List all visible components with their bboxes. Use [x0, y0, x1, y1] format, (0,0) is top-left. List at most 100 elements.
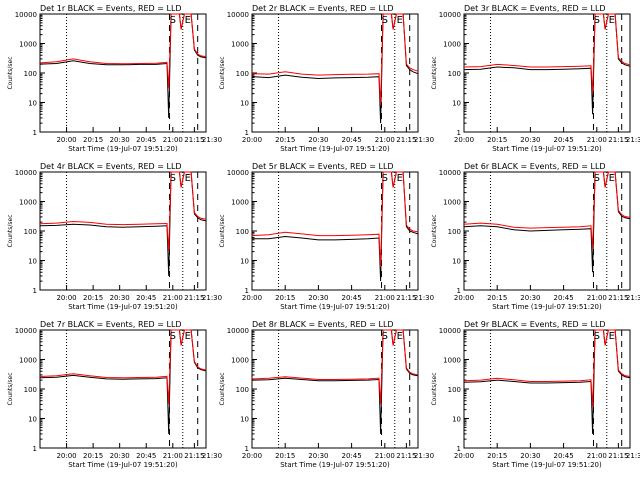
y-tick-label: 1	[457, 129, 461, 137]
annotation-e: E	[397, 15, 403, 26]
y-tick-label: 1000	[443, 357, 461, 365]
x-tick-label: 20:00	[242, 136, 262, 144]
x-tick-label: 21:00	[587, 136, 607, 144]
chart-panel-7: Det 7r BLACK = Events, RED = LLD 1 10 100 10…	[7, 320, 222, 469]
chart-panel-5: Det 5r BLACK = Events, RED = LLD 1 10 100 10…	[219, 162, 434, 311]
x-tick-label: 20:30	[520, 452, 540, 460]
y-tick-label: 10000	[439, 169, 461, 177]
series-line-events	[251, 13, 419, 124]
y-tick-label: 1000	[19, 41, 37, 49]
chart-panel-8: Det 8r BLACK = Events, RED = LLD 1 10 100 10…	[219, 320, 434, 469]
annotation-s: S	[382, 331, 388, 342]
x-tick-label: 20:45	[136, 452, 156, 460]
series-line-events	[39, 329, 207, 434]
y-tick-label: 1000	[19, 357, 37, 365]
plot-frame	[251, 329, 419, 449]
y-tick-label: 100	[236, 386, 249, 394]
y-tick-label: 100	[24, 386, 37, 394]
x-tick-label: 20:00	[454, 294, 474, 302]
annotation-s: S	[594, 173, 600, 184]
x-tick-label: 20:15	[275, 136, 295, 144]
y-tick-label: 100	[448, 228, 461, 236]
chart-title: Det 3r BLACK = Events, RED = LLD	[464, 4, 606, 13]
y-tick-label: 1	[33, 445, 37, 453]
x-tick-label: 21:00	[587, 452, 607, 460]
y-axis-label: Counts/sec	[219, 372, 226, 405]
x-axis-label: Start Time (19-Jul-07 19:51:20)	[492, 145, 602, 153]
chart-panel-6: Det 6r BLACK = Events, RED = LLD 1 10 100 10…	[431, 162, 640, 311]
y-axis-label: Counts/sec	[7, 56, 14, 89]
x-tick-label: 20:15	[83, 294, 103, 302]
annotation-s: S	[382, 173, 388, 184]
x-axis-label: Start Time (19-Jul-07 19:51:20)	[492, 303, 602, 311]
y-tick-label: 1	[457, 445, 461, 453]
x-tick-label: 21:30	[626, 294, 640, 302]
x-tick-label: 20:45	[136, 136, 156, 144]
x-tick-label: 21:00	[375, 452, 395, 460]
plot-frame	[251, 171, 419, 291]
y-tick-label: 1	[457, 287, 461, 295]
x-tick-label: 20:00	[242, 294, 262, 302]
annotation-s: S	[382, 15, 388, 26]
series-line-lld	[251, 171, 419, 268]
y-tick-label: 10000	[227, 169, 249, 177]
y-tick-label: 10	[452, 100, 461, 108]
annotation-e: E	[397, 331, 403, 342]
x-tick-label: 20:15	[83, 136, 103, 144]
x-tick-label: 21:30	[202, 452, 222, 460]
x-tick-label: 21:00	[163, 294, 183, 302]
series-line-lld	[39, 13, 207, 89]
x-tick-label: 21:30	[414, 452, 434, 460]
chart-panel-1: Det 1r BLACK = Events, RED = LLD 1 10 100 10…	[7, 4, 222, 153]
chart-title: Det 6r BLACK = Events, RED = LLD	[464, 162, 606, 171]
x-tick-label: 20:30	[520, 294, 540, 302]
y-tick-label: 1	[245, 129, 249, 137]
y-tick-label: 10000	[227, 11, 249, 19]
x-tick-label: 20:00	[56, 294, 76, 302]
x-tick-label: 20:30	[110, 136, 130, 144]
x-tick-label: 21:15	[608, 452, 628, 460]
y-axis-label: Counts/sec	[431, 56, 438, 89]
y-tick-label: 100	[448, 70, 461, 78]
x-tick-label: 21:00	[587, 294, 607, 302]
annotation-e: E	[609, 15, 615, 26]
y-axis-label: Counts/sec	[219, 214, 226, 247]
y-axis-label: Counts/sec	[431, 214, 438, 247]
x-tick-label: 20:45	[554, 452, 574, 460]
annotation-e: E	[185, 173, 191, 184]
y-tick-label: 10	[452, 258, 461, 266]
x-tick-label: 20:30	[308, 452, 328, 460]
plot-frame	[463, 171, 631, 291]
y-tick-label: 1	[245, 445, 249, 453]
y-tick-label: 1000	[443, 199, 461, 207]
y-tick-label: 1000	[231, 199, 249, 207]
x-tick-label: 20:30	[110, 452, 130, 460]
y-tick-label: 100	[236, 70, 249, 78]
x-tick-label: 20:15	[487, 136, 507, 144]
y-tick-label: 1000	[443, 41, 461, 49]
x-tick-label: 20:45	[554, 136, 574, 144]
series-line-lld	[463, 171, 631, 249]
x-tick-label: 20:45	[342, 452, 362, 460]
plot-frame	[39, 329, 207, 449]
x-tick-label: 21:30	[202, 294, 222, 302]
x-tick-label: 20:00	[454, 452, 474, 460]
y-tick-label: 10000	[15, 327, 37, 335]
annotation-s: S	[170, 15, 176, 26]
x-tick-label: 21:30	[626, 136, 640, 144]
y-axis-label: Counts/sec	[431, 372, 438, 405]
y-tick-label: 10	[28, 100, 37, 108]
chart-panel-3: Det 3r BLACK = Events, RED = LLD 1 10 100 10…	[431, 4, 640, 153]
x-tick-label: 21:15	[396, 452, 416, 460]
series-line-lld	[39, 329, 207, 405]
x-tick-label: 21:15	[608, 136, 628, 144]
y-axis-label: Counts/sec	[7, 214, 14, 247]
x-axis-label: Start Time (19-Jul-07 19:51:20)	[280, 145, 390, 153]
y-tick-label: 10	[240, 100, 249, 108]
x-tick-label: 20:00	[56, 136, 76, 144]
series-line-lld	[251, 329, 419, 405]
x-tick-label: 20:45	[136, 294, 156, 302]
series-line-lld	[463, 329, 631, 407]
series-line-lld	[463, 13, 631, 94]
x-tick-label: 21:30	[414, 136, 434, 144]
